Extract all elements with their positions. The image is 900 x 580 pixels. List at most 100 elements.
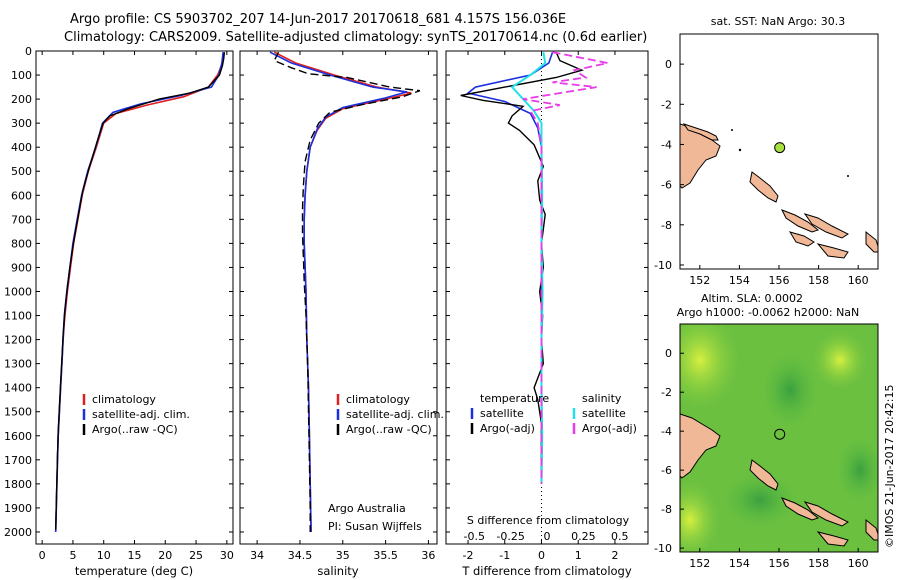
salinity-annotation-1: Argo Australia [328, 502, 406, 515]
map-x-tick-label: 156 [769, 557, 790, 570]
map-x-tick-label: 154 [729, 274, 750, 287]
y-tick-label: 1200 [4, 334, 32, 347]
difference-xlabel-bottom: T difference from climatology [461, 564, 632, 578]
argo-position-marker [774, 428, 786, 440]
y-tick-label: 1700 [4, 454, 32, 467]
x-tick-label: 15 [128, 549, 142, 562]
small-island [847, 175, 849, 177]
x-tick-label: 35.5 [373, 549, 398, 562]
difference-xlabel-top: S difference from climatology [467, 514, 630, 527]
salinity-xlabel: salinity [317, 564, 358, 578]
legend-label: climatology [92, 393, 156, 406]
guadalcanal-island [816, 531, 849, 547]
legend-label: Argo(..raw -QC) [92, 423, 178, 436]
copyright-timestamp: ©IMOS 21-Jun-2017 20:42:15 [883, 384, 896, 548]
legend-label: Argo(..raw -QC) [346, 423, 432, 436]
x-tick-label: 25 [189, 549, 203, 562]
map-x-tick-label: 156 [769, 274, 790, 287]
x-tick-label: 0 [538, 549, 545, 562]
x-tick-label: 34 [250, 549, 264, 562]
y-tick-label: 200 [11, 93, 32, 106]
x-tick-label: 30 [220, 549, 234, 562]
sla-low-patch [835, 435, 878, 505]
new-ireland-island [682, 123, 719, 141]
x-tick-label: 20 [158, 549, 172, 562]
y-tick-label: 300 [11, 117, 32, 130]
top-x-tick-label: 0.25 [571, 530, 596, 543]
series-line-argo [273, 51, 421, 532]
map-y-tick-label: -4 [661, 425, 672, 438]
sla-low-patch [760, 350, 820, 430]
map-y-tick-label: -2 [661, 98, 672, 111]
sla-map-title-2: Argo h1000: -0.0062 h2000: NaN [677, 306, 860, 319]
series-line-magenta [522, 51, 608, 484]
sst-map-title: sat. SST: NaN Argo: 30.3 [711, 15, 845, 28]
map-y-tick-label: -2 [661, 386, 672, 399]
y-tick-label: 1100 [4, 310, 32, 323]
map-y-tick-label: -4 [661, 138, 672, 151]
malaita-island [865, 230, 878, 253]
choiseul-island [780, 209, 820, 233]
x-tick-label: 1 [575, 549, 582, 562]
map-y-tick-label: -10 [654, 259, 672, 272]
y-tick-label: 800 [11, 237, 32, 250]
y-tick-label: 500 [11, 165, 32, 178]
series-line-climatology [273, 51, 412, 533]
x-tick-label: 5 [69, 549, 76, 562]
map-x-tick-label: 158 [808, 557, 829, 570]
x-tick-label: 36 [421, 549, 435, 562]
y-tick-label: 1500 [4, 406, 32, 419]
y-tick-label: 1400 [4, 382, 32, 395]
map-y-tick-label: 0 [665, 58, 672, 71]
sla-high-patch [680, 480, 720, 552]
santa-isabel-island [803, 501, 849, 527]
salinity-axes [239, 50, 438, 545]
sst-map: sat. SST: NaN Argo: 30.3 152 154 156 158 160… [654, 15, 879, 287]
map-x-tick-label: 160 [848, 274, 869, 287]
bougainville-island [749, 171, 779, 203]
y-tick-label: 1900 [4, 502, 32, 515]
salinity-panel: salinity Argo Australia PI: Susan Wijffe… [239, 50, 444, 578]
map-y-tick-label: -8 [661, 503, 672, 516]
y-tick-label: 600 [11, 189, 32, 202]
temperature-xlabel: temperature (deg C) [75, 564, 193, 578]
x-tick-label: 34.5 [288, 549, 313, 562]
series-line-argo [55, 52, 226, 530]
bougainville-island [749, 459, 779, 491]
choiseul-island [780, 497, 820, 521]
x-tick-label: 10 [97, 549, 111, 562]
y-tick-label: 900 [11, 261, 32, 274]
sla-high-patch [812, 330, 868, 390]
guadalcanal-island [816, 243, 849, 259]
sla-map-title-1: Altim. SLA: 0.0002 [701, 292, 803, 305]
sla-high-patch [680, 324, 740, 410]
x-tick-label: 2 [611, 549, 618, 562]
title-line-2: Climatology: CARS2009. Satellite-adjuste… [64, 30, 647, 45]
malaita-island [865, 518, 878, 541]
legend-label: satellite-adj. clim. [92, 408, 190, 421]
y-tick-label: 1800 [4, 478, 32, 491]
y-tick-label: 1600 [4, 430, 32, 443]
map-x-tick-label: 152 [689, 274, 710, 287]
legend-label: climatology [346, 393, 410, 406]
sst-map-land [680, 123, 878, 259]
small-island [738, 148, 742, 152]
title-line-1: Argo profile: CS 5903702_207 14-Jun-2017… [70, 12, 566, 27]
top-x-tick-label: 0 [544, 530, 551, 543]
sla-map: Altim. SLA: 0.0002 Argo h1000: -0.0062 h… [654, 292, 879, 570]
y-tick-label: 2000 [4, 526, 32, 539]
legend-label: Argo(-adj) [582, 422, 637, 435]
map-x-tick-label: 152 [689, 557, 710, 570]
sla-field [680, 324, 878, 552]
top-x-tick-label: -0.5 [464, 530, 485, 543]
x-tick-label: -2 [463, 549, 474, 562]
y-tick-label: 1000 [4, 285, 32, 298]
y-tick-label: 400 [11, 141, 32, 154]
temperature-panel: temperature (deg C) 0 5 10 15 20 25 3001002003… [4, 45, 234, 578]
map-x-tick-label: 158 [808, 274, 829, 287]
map-x-tick-label: 160 [848, 557, 869, 570]
map-y-tick-label: -6 [661, 179, 672, 192]
x-tick-label: 0 [39, 549, 46, 562]
argo-position-marker [774, 142, 786, 154]
